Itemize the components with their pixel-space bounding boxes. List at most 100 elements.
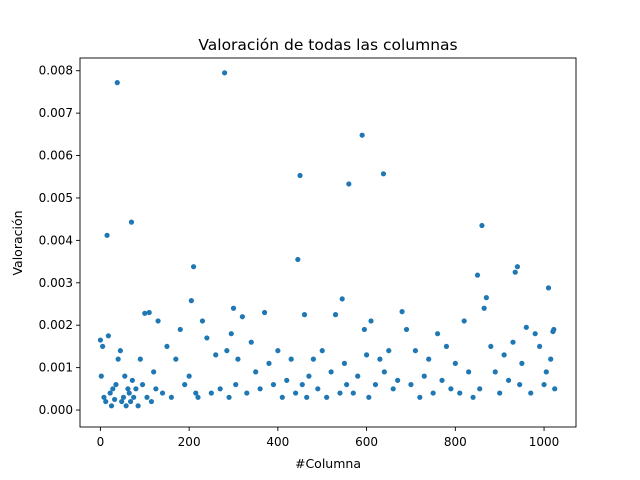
data-point xyxy=(483,295,489,301)
data-point xyxy=(131,394,137,400)
data-point xyxy=(552,386,558,392)
x-tick-label: 1000 xyxy=(529,435,560,449)
data-point xyxy=(142,310,148,316)
data-point xyxy=(443,343,450,350)
data-point xyxy=(299,381,305,388)
x-axis-ticks: 0 200 400 600 800 1000 xyxy=(97,427,560,449)
data-point xyxy=(430,390,436,396)
data-point xyxy=(213,352,219,358)
data-point xyxy=(368,318,374,324)
data-point xyxy=(537,343,543,350)
data-point xyxy=(153,386,159,392)
data-point xyxy=(193,390,199,396)
y-tick-label: 0.008 xyxy=(39,64,73,78)
data-point xyxy=(137,356,143,362)
data-point xyxy=(390,386,396,392)
data-point xyxy=(481,305,487,311)
data-point xyxy=(497,390,503,396)
y-tick-label: 0.005 xyxy=(39,191,73,205)
data-point xyxy=(103,398,109,405)
data-point xyxy=(248,339,254,345)
data-point xyxy=(195,394,201,400)
data-point xyxy=(380,171,387,177)
data-point xyxy=(288,356,294,362)
data-point xyxy=(319,348,325,354)
data-point xyxy=(332,312,339,318)
data-point xyxy=(408,381,414,388)
data-point xyxy=(275,348,281,354)
data-point xyxy=(421,373,427,379)
data-point xyxy=(133,386,139,392)
data-point xyxy=(315,386,321,392)
data-point xyxy=(119,398,125,405)
data-point xyxy=(461,318,467,324)
data-point xyxy=(395,377,401,383)
scatter-points xyxy=(97,70,558,409)
data-point xyxy=(217,386,223,392)
data-point xyxy=(512,269,518,275)
data-point xyxy=(377,356,383,362)
data-point xyxy=(403,326,410,333)
data-point xyxy=(412,348,418,354)
data-point xyxy=(114,80,120,86)
x-tick-label: 600 xyxy=(355,435,378,449)
data-point xyxy=(284,377,290,383)
y-tick-label: 0.007 xyxy=(39,106,73,120)
data-point xyxy=(543,369,549,375)
y-tick-label: 0.001 xyxy=(39,361,73,375)
data-point xyxy=(204,335,210,341)
data-point xyxy=(545,285,552,291)
data-point xyxy=(126,390,132,396)
data-point xyxy=(541,381,547,388)
data-point xyxy=(470,394,476,400)
data-point xyxy=(257,386,263,392)
data-point xyxy=(226,394,232,400)
data-point xyxy=(122,373,128,379)
y-axis-ticks: 0.000 0.001 0.002 0.003 0.004 0.005 0.006 0.007… xyxy=(39,64,80,417)
data-point xyxy=(139,381,146,388)
data-point xyxy=(97,337,104,343)
data-point xyxy=(297,172,303,179)
data-point xyxy=(120,394,127,400)
data-point xyxy=(528,390,534,396)
data-point xyxy=(532,331,538,337)
data-point xyxy=(188,298,194,304)
data-point xyxy=(426,356,432,362)
data-point xyxy=(146,309,152,316)
x-tick-label: 200 xyxy=(178,435,201,449)
data-point xyxy=(233,381,239,388)
data-point xyxy=(295,256,301,263)
data-point xyxy=(182,381,188,388)
data-point xyxy=(399,309,405,315)
data-point xyxy=(115,356,121,362)
data-point xyxy=(501,352,507,358)
data-point xyxy=(324,394,330,400)
data-point xyxy=(117,348,123,354)
data-point xyxy=(144,394,150,400)
data-point xyxy=(510,339,516,345)
data-point xyxy=(346,181,352,187)
data-point xyxy=(107,390,113,396)
data-point xyxy=(266,360,272,366)
data-point xyxy=(523,324,529,330)
data-point xyxy=(466,369,472,375)
y-axis-label: Valoración xyxy=(10,210,25,275)
data-point xyxy=(125,386,131,392)
data-point xyxy=(110,386,116,392)
x-tick-label: 800 xyxy=(444,435,467,449)
data-point xyxy=(505,377,512,383)
data-point xyxy=(128,219,135,225)
data-point xyxy=(366,394,372,400)
data-point xyxy=(155,318,161,324)
data-point xyxy=(173,356,179,362)
data-point xyxy=(239,314,245,320)
data-point xyxy=(112,396,118,403)
data-point xyxy=(230,305,237,311)
data-point xyxy=(190,264,197,270)
data-point xyxy=(372,381,379,388)
data-point xyxy=(452,360,458,366)
data-point xyxy=(228,331,234,337)
data-point xyxy=(123,403,129,409)
data-point xyxy=(304,394,310,400)
